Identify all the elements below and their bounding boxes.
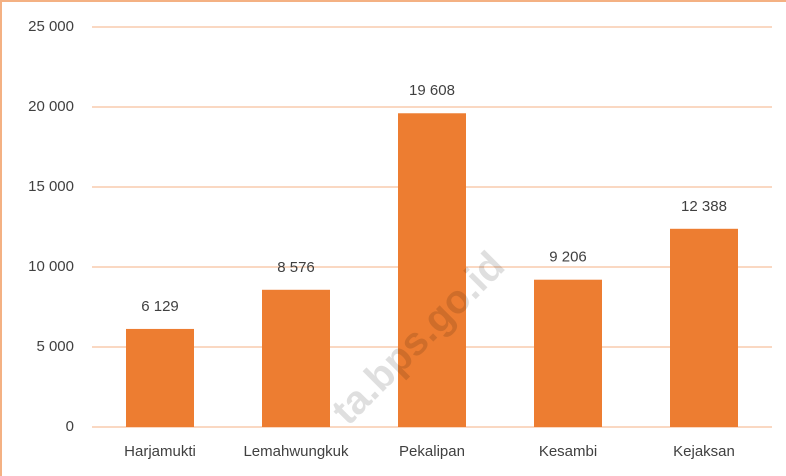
data-label: 8 576 <box>277 259 315 276</box>
bar <box>126 328 194 427</box>
bar <box>262 289 330 427</box>
y-tick-label: 15 000 <box>28 178 74 195</box>
data-label: 12 388 <box>681 198 727 215</box>
data-label: 6 129 <box>141 298 179 315</box>
x-tick-label: Pekalipan <box>399 443 465 460</box>
y-tick-label: 20 000 <box>28 98 74 115</box>
y-tick-label: 0 <box>66 418 74 435</box>
y-tick-label: 25 000 <box>28 18 74 35</box>
x-tick-label: Kesambi <box>539 443 597 460</box>
bar <box>670 228 738 427</box>
x-tick-label: Harjamukti <box>124 443 196 460</box>
y-tick-label: 10 000 <box>28 258 74 275</box>
data-label: 9 206 <box>549 249 587 266</box>
bar <box>534 279 602 427</box>
y-tick-label: 5 000 <box>36 338 74 355</box>
data-label: 19 608 <box>409 82 455 99</box>
plot-area: 0 5 000 10 000 15 000 20 000 25 000 Harjamukti… <box>28 18 772 460</box>
x-tick-label: Lemahwungkuk <box>243 443 349 460</box>
x-tick-label: Kejaksan <box>673 443 735 460</box>
bar <box>398 113 466 427</box>
